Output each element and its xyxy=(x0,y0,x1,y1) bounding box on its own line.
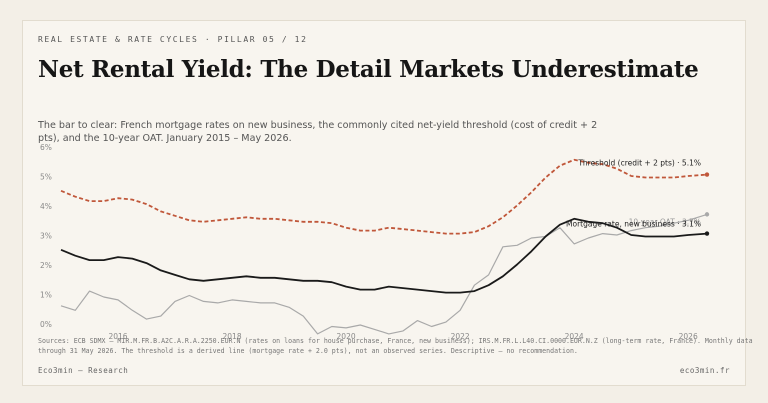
eyebrow: REAL ESTATE & RATE CYCLES · PILLAR 05 / … xyxy=(38,35,308,44)
series-line xyxy=(60,213,708,335)
y-tick-label: 4% xyxy=(40,202,52,211)
x-tick-label: 2018 xyxy=(223,332,242,341)
y-tick-label: 5% xyxy=(40,173,52,182)
series-line xyxy=(60,217,708,294)
series-label: Threshold (credit + 2 pts) · 5.1% xyxy=(577,159,701,168)
x-tick-label: 2016 xyxy=(108,332,127,341)
end-point xyxy=(704,172,710,177)
series-label: 10-year OAT · 3.7% xyxy=(629,217,701,226)
x-tick-label: 2020 xyxy=(337,332,356,341)
x-tick-label: 2026 xyxy=(679,332,698,341)
x-tick-label: 2024 xyxy=(565,332,584,341)
end-point xyxy=(704,231,710,236)
x-tick-label: 2022 xyxy=(451,332,470,341)
series-line xyxy=(60,158,708,235)
y-tick-label: 0% xyxy=(40,320,52,329)
y-tick-label: 6% xyxy=(40,143,52,152)
sources: Sources: ECB SDMX — MIR.M.FR.B.A2C.A.R.A… xyxy=(38,337,753,355)
y-tick-label: 2% xyxy=(40,261,52,270)
footer-left: Eco3min — Research xyxy=(38,366,129,375)
footer-right: eco3min.fr xyxy=(679,366,730,375)
card xyxy=(22,20,746,386)
series-label: Mortgage rate, new business · 3.1% xyxy=(566,220,701,229)
end-point xyxy=(704,212,710,217)
subtitle: The bar to clear: French mortgage rates … xyxy=(38,120,598,144)
title: Net Rental Yield: The Detail Markets Und… xyxy=(38,56,699,83)
y-tick-label: 3% xyxy=(40,232,52,241)
y-tick-label: 1% xyxy=(40,291,52,300)
